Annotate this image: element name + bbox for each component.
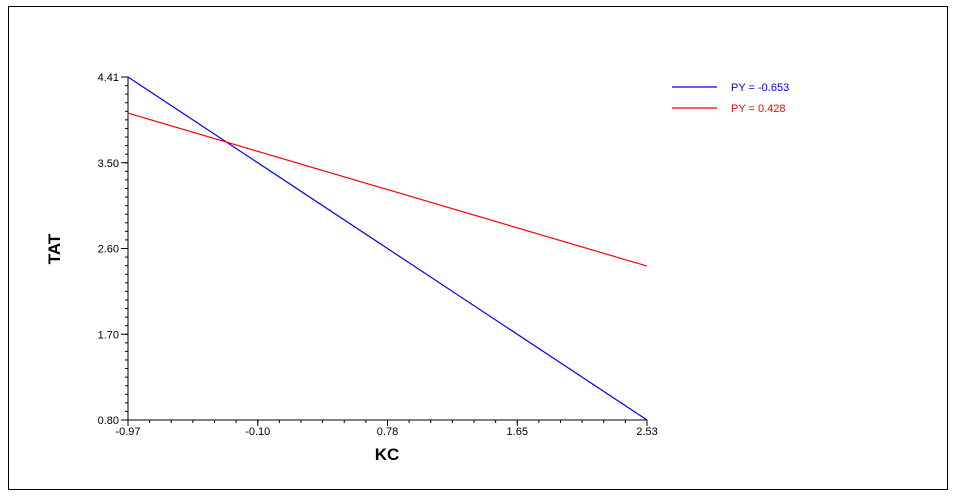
y-ticks: 0.80 1.70 2.60 3.50 4.41 <box>98 72 128 427</box>
x-tick-label: -0.97 <box>115 426 140 438</box>
y-tick-label: 3.50 <box>98 158 119 170</box>
minor-ticks <box>125 76 648 423</box>
chart-frame <box>8 6 948 490</box>
legend-label: PY = 0.428 <box>731 103 786 115</box>
x-tick-label: 0.78 <box>377 426 398 438</box>
x-tick-label: 1.65 <box>507 426 528 438</box>
y-tick-label: 4.41 <box>98 72 119 84</box>
legend-label: PY = -0.653 <box>731 82 789 94</box>
series-line <box>127 76 648 421</box>
y-axis-title: TAT <box>45 233 64 264</box>
x-axis-title: KC <box>375 445 400 464</box>
x-tick-label: 2.53 <box>636 426 657 438</box>
legend: PY = -0.653 PY = 0.428 <box>672 82 789 115</box>
series-line <box>127 112 648 267</box>
y-tick-label: 0.80 <box>98 415 119 427</box>
series-lines <box>127 76 648 421</box>
y-tick-label: 2.60 <box>98 244 119 256</box>
x-tick-label: -0.10 <box>245 426 270 438</box>
y-tick-label: 1.70 <box>98 329 119 341</box>
x-ticks: -0.97 -0.10 0.78 1.65 2.53 <box>115 420 658 438</box>
